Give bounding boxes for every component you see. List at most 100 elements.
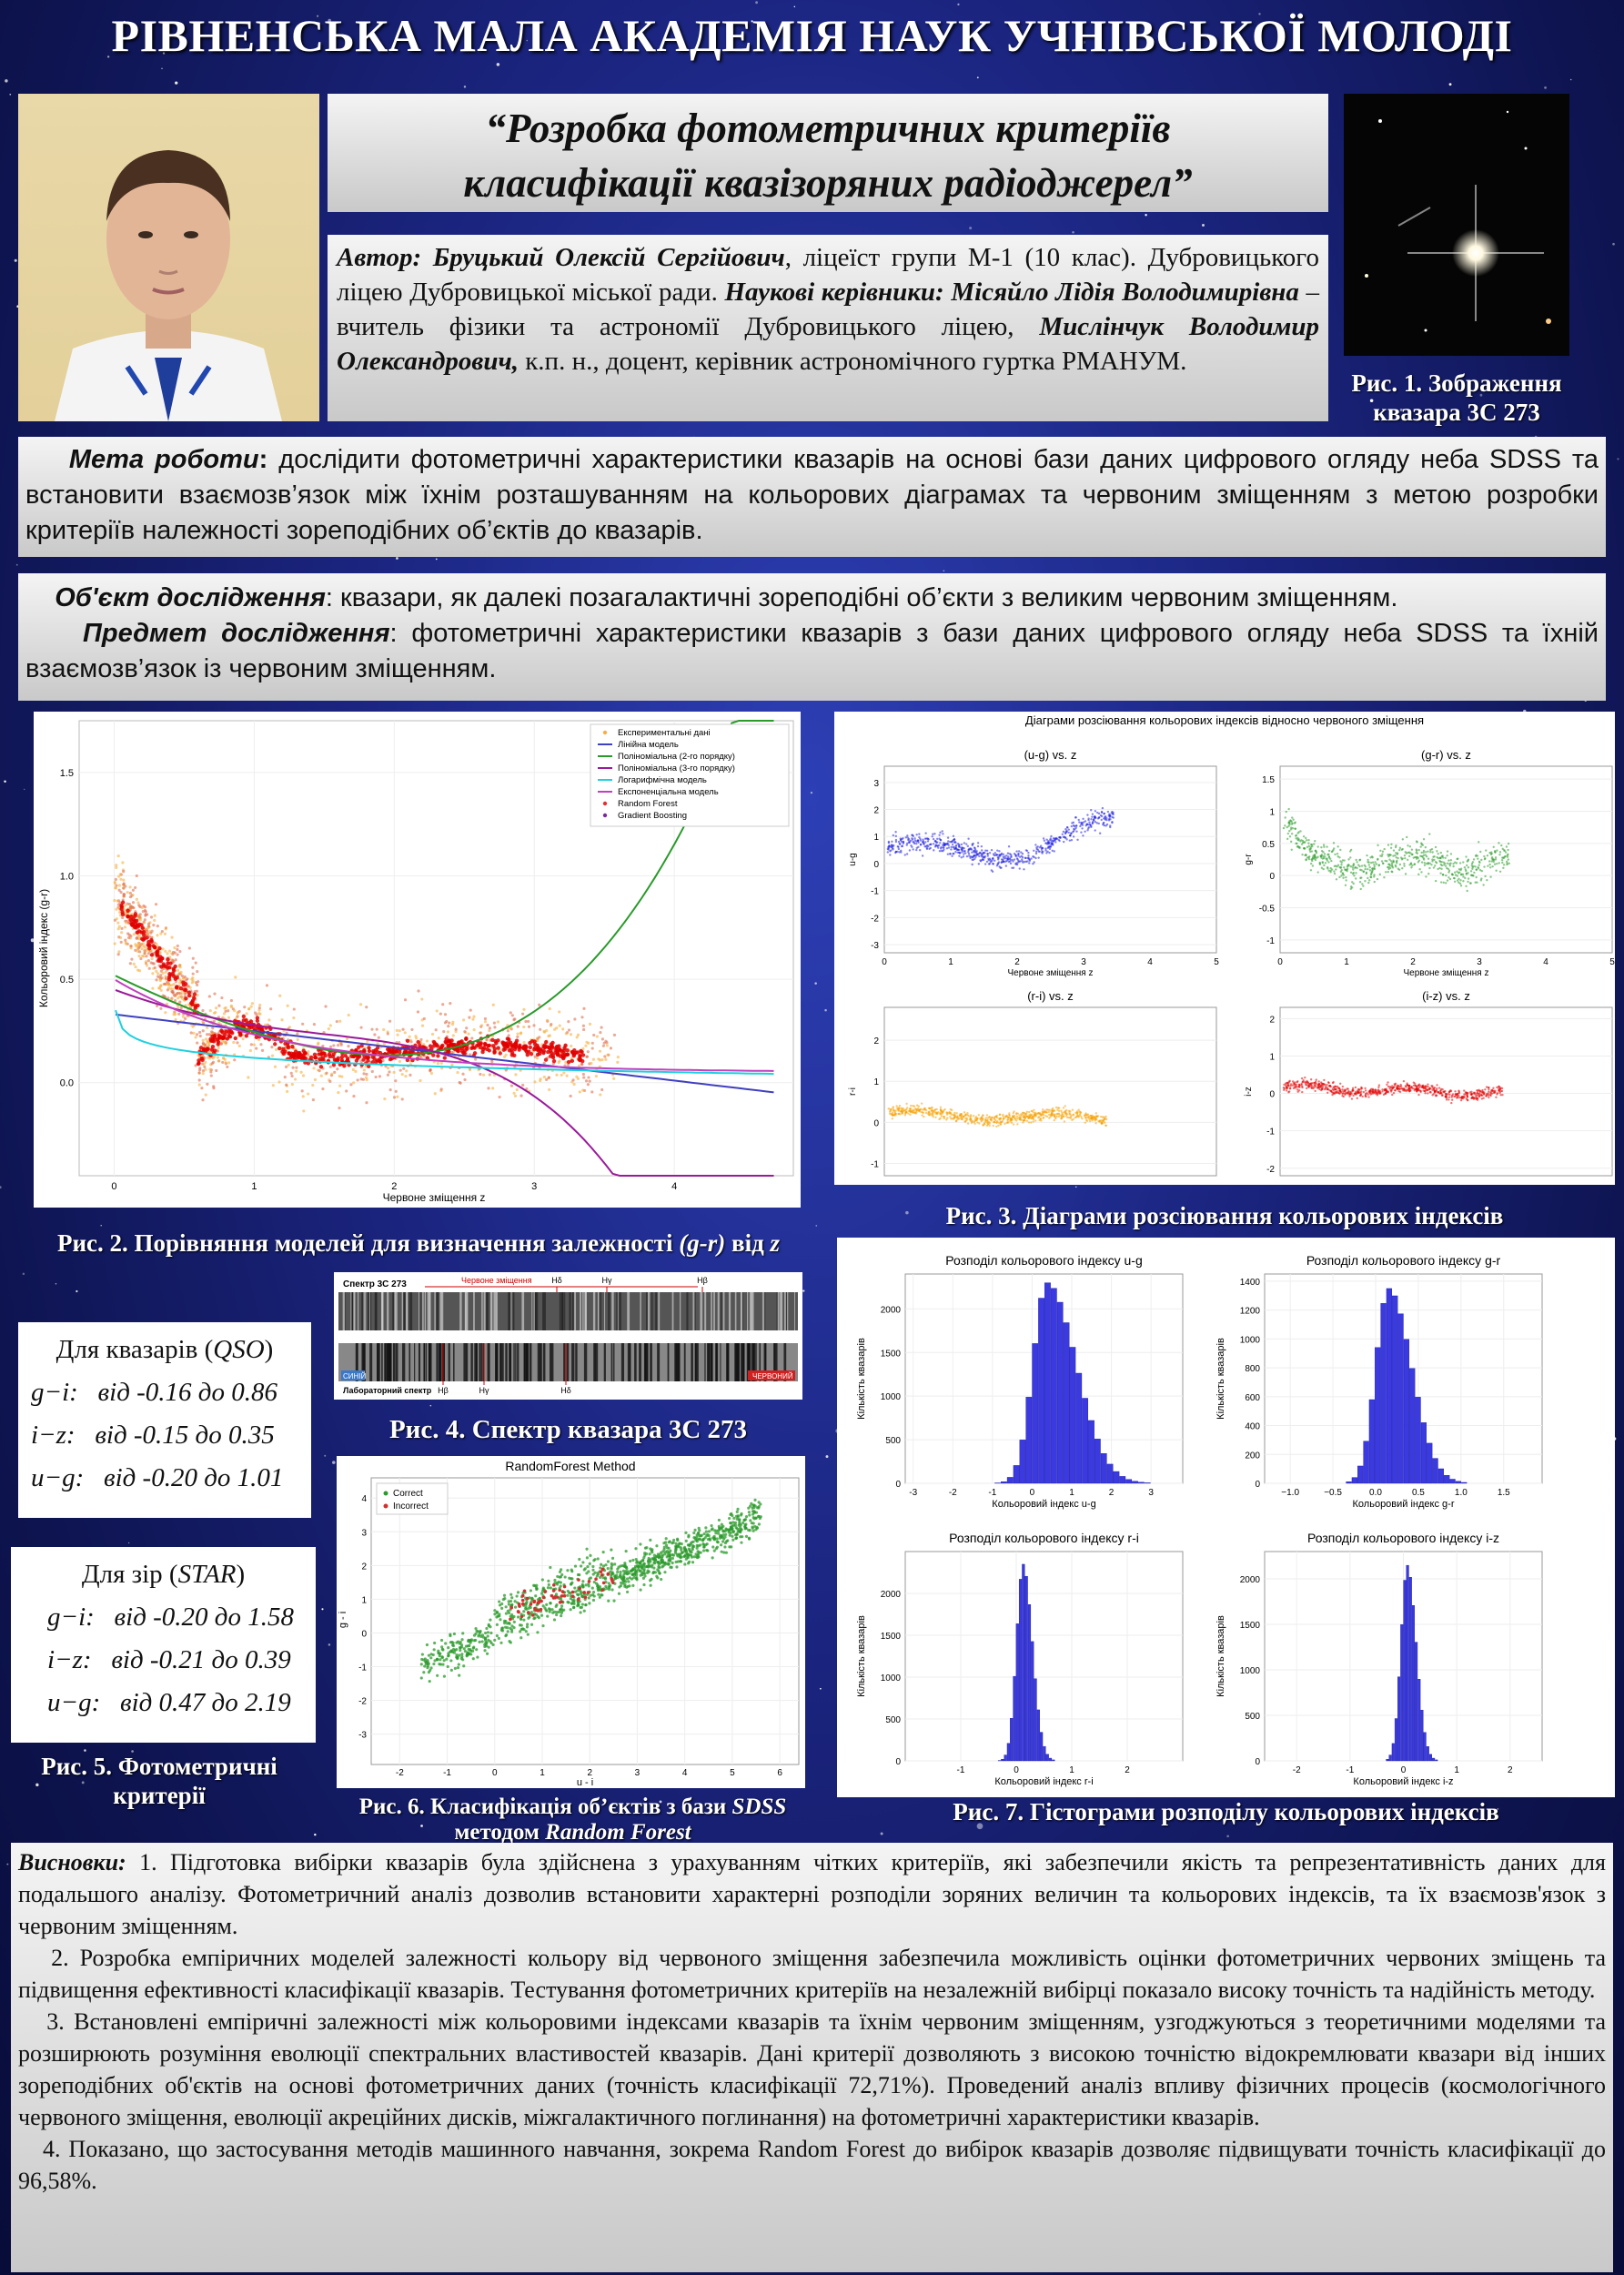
fig3-point <box>1427 1092 1429 1095</box>
random-forest-point <box>498 1051 502 1056</box>
data-point <box>491 1003 495 1006</box>
fig3-point <box>1062 840 1065 844</box>
star <box>76 1289 78 1293</box>
fig3-point <box>1344 884 1347 886</box>
fig3-point <box>1434 860 1437 864</box>
data-point <box>269 1007 273 1011</box>
random-forest-point <box>301 1053 306 1057</box>
random-forest-point <box>367 1046 371 1050</box>
fig3-point <box>925 847 929 851</box>
fig3-point <box>1473 871 1476 875</box>
fig3-point <box>1346 870 1348 873</box>
data-point <box>138 935 142 938</box>
fig3-point <box>1028 862 1031 864</box>
random-forest-point <box>416 1039 420 1045</box>
fig3-point <box>961 1117 963 1119</box>
data-point <box>201 1020 205 1024</box>
data-point <box>247 1076 250 1079</box>
fig3-point <box>1030 1109 1033 1113</box>
fig3-point <box>1389 860 1393 863</box>
fig3-point <box>1023 868 1025 871</box>
fig3-point <box>1298 845 1301 849</box>
data-point <box>136 901 140 905</box>
fig3-point <box>1283 1083 1286 1087</box>
fig3-point <box>1487 864 1489 867</box>
data-point <box>201 1071 205 1076</box>
data-point <box>600 1057 604 1062</box>
fig3-point <box>1402 1079 1406 1083</box>
data-point <box>468 1068 472 1072</box>
fig3-point <box>1429 851 1432 854</box>
fig3-point <box>1082 817 1084 821</box>
data-point <box>143 952 146 956</box>
fig3-point <box>953 1113 956 1117</box>
y-tick-label: 1.5 <box>60 768 74 779</box>
fig3-point <box>1101 1116 1105 1118</box>
random-forest-point <box>580 1053 586 1057</box>
fig3-point <box>1010 855 1013 859</box>
fig3-point <box>1449 858 1453 862</box>
fig3-point <box>1013 858 1016 861</box>
data-point <box>159 984 163 987</box>
fig3-point <box>1395 852 1397 854</box>
fig3-point <box>930 1107 933 1109</box>
y-tick-label: 2 <box>873 1036 879 1046</box>
fig3-point <box>1320 854 1323 857</box>
fig3-point <box>890 844 893 846</box>
fig3-point <box>1422 858 1426 861</box>
fig3-point <box>1305 836 1307 840</box>
fig3-point <box>1431 858 1434 861</box>
fig3-point <box>1375 863 1378 865</box>
x-tick-label: 5 <box>1214 957 1219 967</box>
data-point <box>365 1101 368 1105</box>
fig3-point <box>1498 870 1502 873</box>
fig3-point <box>1367 881 1370 885</box>
fig3-point <box>1039 1117 1043 1120</box>
data-point <box>521 1083 525 1087</box>
data-point <box>173 999 177 1003</box>
data-point <box>151 972 155 976</box>
fig3-point <box>1299 830 1302 833</box>
fig3-point <box>1449 853 1453 855</box>
fig3-point <box>890 849 893 852</box>
data-point <box>118 910 122 915</box>
fig3-point <box>1286 837 1289 841</box>
fig3-point <box>1307 857 1311 861</box>
data-point <box>223 1040 227 1045</box>
fig3-point <box>1369 875 1373 879</box>
data-point <box>156 972 160 976</box>
fig3-point <box>1387 863 1390 866</box>
star <box>1569 78 1572 81</box>
fig3-point <box>1296 842 1298 845</box>
x-tick-label: 1 <box>251 1181 257 1192</box>
data-point <box>514 1073 518 1077</box>
data-point <box>545 1028 549 1033</box>
data-point <box>190 977 194 981</box>
fig3-point <box>1350 886 1354 889</box>
data-point <box>603 1055 607 1058</box>
fig3-point <box>1084 824 1087 827</box>
fig3-point <box>1404 873 1407 875</box>
random-forest-point <box>370 1060 375 1065</box>
random-forest-point <box>575 1050 580 1055</box>
data-point <box>176 947 179 951</box>
data-point <box>311 1097 316 1102</box>
star <box>321 1608 324 1611</box>
fig3-point <box>999 1120 1003 1123</box>
model-curve <box>115 989 774 1177</box>
fig3-point <box>1389 1090 1393 1093</box>
fig2-legend-entry: Експоненціальна модель <box>618 787 719 797</box>
data-point <box>316 1042 320 1046</box>
data-point <box>604 1057 608 1061</box>
random-forest-point <box>277 1046 282 1051</box>
data-point <box>555 1026 559 1030</box>
fig3-point <box>1331 1093 1334 1097</box>
goal-block: Мета роботи: дослідити фотометричні хара… <box>18 437 1606 557</box>
data-point <box>450 1051 454 1055</box>
fig3-point <box>913 1111 916 1114</box>
fig3-point <box>1064 1105 1066 1107</box>
x-tick-label: 2 <box>391 1181 397 1192</box>
fig3-point <box>916 1107 920 1110</box>
fig3-point <box>960 848 963 851</box>
fig3-point <box>1024 856 1027 860</box>
